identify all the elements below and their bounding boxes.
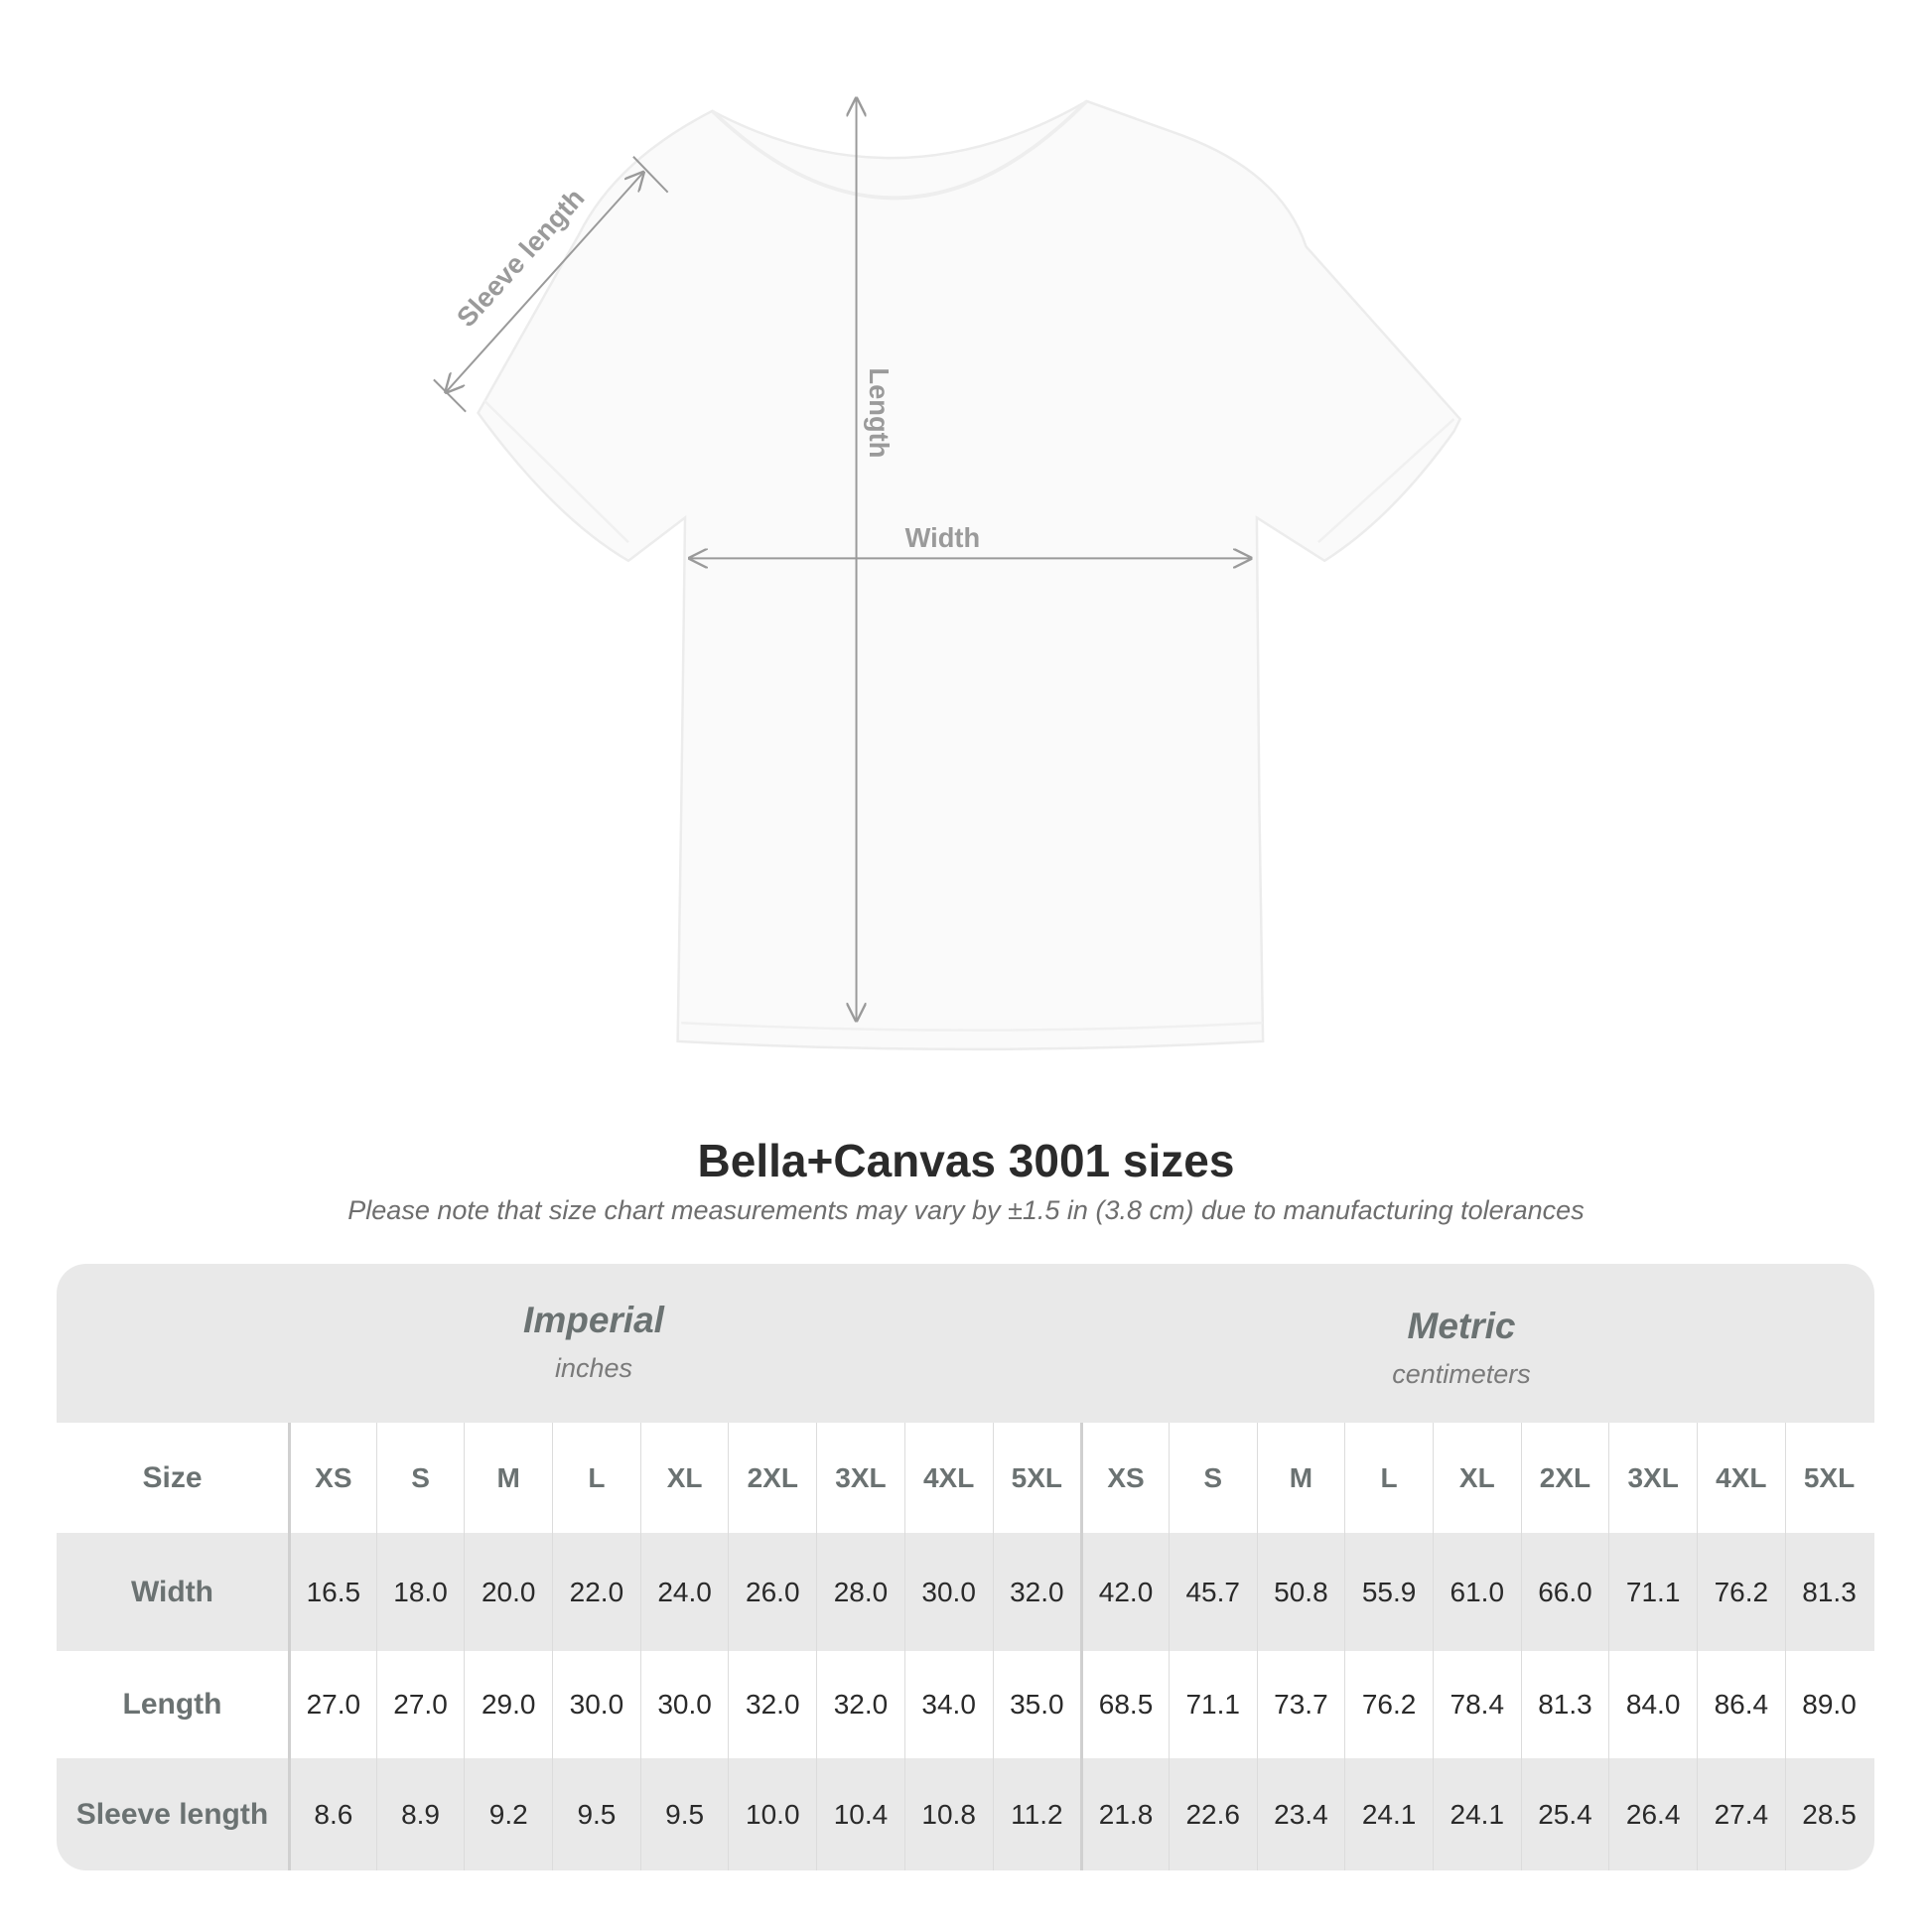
table-row-sleeve-length: Sleeve length 8.6 8.9 9.2 9.5 9.5 10.0 10.4 10.8… <box>57 1758 1874 1870</box>
metric-value: 45.7 <box>1168 1533 1257 1651</box>
metric-size-l: L <box>1344 1423 1433 1533</box>
metric-value: 81.3 <box>1784 1533 1873 1651</box>
metric-value: 86.4 <box>1697 1651 1785 1758</box>
row-label: Width <box>130 1575 214 1608</box>
metric-value: 23.4 <box>1256 1758 1345 1870</box>
imperial-size-m: M <box>464 1423 552 1533</box>
table-row-length: Length 27.0 27.0 29.0 30.0 30.0 32.0 32.0 34.0 35… <box>57 1651 1874 1758</box>
imperial-value: 32.0 <box>992 1533 1081 1651</box>
imperial-value: 32.0 <box>728 1651 816 1758</box>
imperial-value: 10.0 <box>728 1758 816 1870</box>
imperial-size-5xl: 5XL <box>992 1423 1081 1533</box>
metric-value: 81.3 <box>1520 1651 1609 1758</box>
imperial-value: 10.4 <box>816 1758 904 1870</box>
metric-unit: centimeters <box>1392 1359 1531 1389</box>
metric-size-xs: XS <box>1080 1423 1169 1533</box>
metric-value: 27.4 <box>1697 1758 1785 1870</box>
metric-value: 24.1 <box>1344 1758 1433 1870</box>
metric-value: 28.5 <box>1784 1758 1873 1870</box>
metric-value: 68.5 <box>1080 1651 1169 1758</box>
metric-value: 55.9 <box>1344 1533 1433 1651</box>
page-title: Bella+Canvas 3001 sizes <box>697 1135 1235 1186</box>
metric-size-s: S <box>1168 1423 1257 1533</box>
imperial-value: 8.9 <box>375 1758 465 1870</box>
imperial-value: 30.0 <box>903 1533 993 1651</box>
metric-header: Metric centimeters <box>1114 1306 1809 1390</box>
metric-size-4xl: 4XL <box>1697 1423 1785 1533</box>
metric-size-3xl: 3XL <box>1608 1423 1697 1533</box>
metric-value: 76.2 <box>1697 1533 1785 1651</box>
metric-value: 50.8 <box>1256 1533 1345 1651</box>
imperial-size-4xl: 4XL <box>903 1423 993 1533</box>
length-label: Length <box>864 367 895 458</box>
imperial-value: 10.8 <box>903 1758 993 1870</box>
imperial-value: 16.5 <box>288 1533 376 1651</box>
metric-value: 71.1 <box>1608 1533 1697 1651</box>
imperial-value: 30.0 <box>552 1651 640 1758</box>
row-label: Sleeve length <box>75 1797 269 1831</box>
metric-value: 66.0 <box>1520 1533 1609 1651</box>
sleeve-arrow <box>446 173 643 392</box>
imperial-header: Imperial inches <box>246 1300 941 1384</box>
table-row-width: Width 16.5 18.0 20.0 22.0 24.0 26.0 28.0 30.0 32.… <box>57 1533 1874 1651</box>
imperial-value: 22.0 <box>552 1533 640 1651</box>
metric-value: 25.4 <box>1520 1758 1609 1870</box>
metric-value: 78.4 <box>1432 1651 1521 1758</box>
metric-size-5xl: 5XL <box>1784 1423 1873 1533</box>
imperial-value: 30.0 <box>639 1651 729 1758</box>
size-label: Size <box>142 1460 203 1494</box>
imperial-value: 9.5 <box>639 1758 729 1870</box>
tolerance-note: Please note that size chart measurements… <box>347 1195 1585 1225</box>
metric-size-m: M <box>1256 1423 1345 1533</box>
imperial-value: 28.0 <box>816 1533 904 1651</box>
imperial-size-xl: XL <box>639 1423 729 1533</box>
imperial-value: 11.2 <box>992 1758 1081 1870</box>
imperial-value: 24.0 <box>639 1533 729 1651</box>
row-label: Length <box>122 1688 222 1721</box>
tshirt-measurement-diagram: Sleeve length Length Width <box>433 0 1462 1051</box>
imperial-value: 27.0 <box>288 1651 376 1758</box>
imperial-value: 20.0 <box>464 1533 552 1651</box>
metric-value: 73.7 <box>1256 1651 1345 1758</box>
imperial-unit: inches <box>554 1353 633 1383</box>
metric-size-2xl: 2XL <box>1520 1423 1609 1533</box>
size-table: Imperial inches Metric centimeters Size X… <box>57 1264 1874 1870</box>
tshirt-image <box>477 99 1462 1051</box>
metric-value: 22.6 <box>1168 1758 1257 1870</box>
imperial-value: 9.5 <box>552 1758 640 1870</box>
imperial-value: 26.0 <box>728 1533 816 1651</box>
imperial-value: 8.6 <box>288 1758 376 1870</box>
imperial-value: 35.0 <box>992 1651 1081 1758</box>
metric-value: 42.0 <box>1080 1533 1169 1651</box>
imperial-value: 34.0 <box>903 1651 993 1758</box>
imperial-size-l: L <box>552 1423 640 1533</box>
metric-value: 61.0 <box>1432 1533 1521 1651</box>
metric-value: 76.2 <box>1344 1651 1433 1758</box>
imperial-value: 32.0 <box>816 1651 904 1758</box>
metric-size-xl: XL <box>1432 1423 1521 1533</box>
metric-value: 21.8 <box>1080 1758 1169 1870</box>
imperial-size-xs: XS <box>288 1423 376 1533</box>
imperial-value: 9.2 <box>464 1758 552 1870</box>
imperial-size-3xl: 3XL <box>816 1423 904 1533</box>
metric-value: 71.1 <box>1168 1651 1257 1758</box>
imperial-size-s: S <box>375 1423 465 1533</box>
imperial-size-2xl: 2XL <box>728 1423 816 1533</box>
metric-title: Metric <box>1407 1306 1516 1346</box>
metric-value: 24.1 <box>1432 1758 1521 1870</box>
imperial-title: Imperial <box>523 1300 664 1340</box>
metric-value: 89.0 <box>1784 1651 1873 1758</box>
imperial-value: 27.0 <box>375 1651 465 1758</box>
metric-value: 26.4 <box>1608 1758 1697 1870</box>
imperial-value: 18.0 <box>375 1533 465 1651</box>
size-header-row: Size XS S M L XL 2XL 3XL 4XL 5XL XS S M L XL 2XL 3XL 4XL 5… <box>57 1423 1874 1533</box>
imperial-value: 29.0 <box>464 1651 552 1758</box>
metric-value: 84.0 <box>1608 1651 1697 1758</box>
width-label: Width <box>905 522 981 553</box>
